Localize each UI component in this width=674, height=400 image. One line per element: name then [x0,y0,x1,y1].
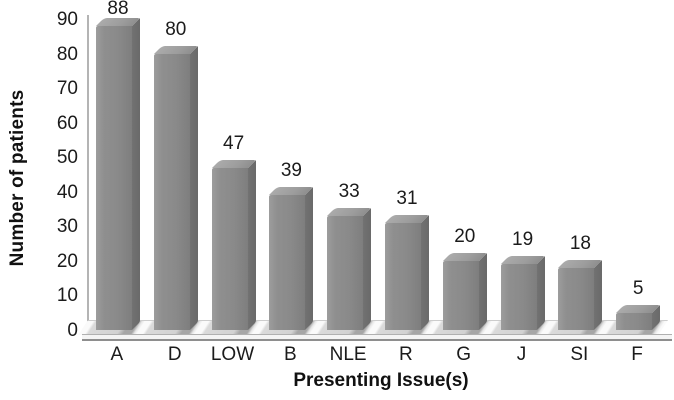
bar-SI [558,260,603,330]
x-category-label: J [516,344,527,365]
y-tick-label: 60 [56,112,78,134]
bar-side-face [421,215,429,330]
bar-value-label: 19 [512,229,534,250]
bar-NLE [327,208,372,330]
y-tick-label: 80 [56,43,78,65]
bar-front-face [442,261,479,330]
bar-front-face [96,26,132,330]
bar-front-face [616,313,653,330]
x-category-label: R [399,344,413,365]
bar-D [153,46,198,330]
bar-value-label: 20 [454,226,476,247]
bar-side-face [536,256,545,330]
x-category-label: B [283,344,297,365]
bar-G [442,253,487,330]
y-tick-label: 10 [56,285,78,307]
y-axis-line [87,15,89,333]
bar-side-face [189,46,198,330]
bar-LOW [211,160,256,330]
bar-B [269,187,314,330]
bar-top-face [500,256,545,264]
bar-A [96,18,140,330]
x-category-label: F [631,344,643,365]
bar-top-face [442,253,487,261]
y-tick-label: 90 [56,9,78,30]
bar-side-face [305,187,314,330]
bar-value-label: 47 [223,133,245,154]
bar-front-face [269,195,306,330]
x-axis-title: Presenting Issue(s) [293,370,469,391]
bar-front-face [558,268,595,330]
bar-value-label: 39 [280,160,302,181]
bar-front-face [211,168,248,330]
bar-side-face [132,18,140,330]
bar-R [385,215,429,330]
bar-front-face [153,54,190,330]
bar-value-label: 31 [396,188,418,209]
x-category-label: NLE [329,344,367,365]
x-category-label: LOW [210,344,255,365]
bar-top-face [211,160,256,168]
bar-value-label: 80 [165,19,187,40]
bar-front-face [327,216,364,330]
chart-floor-front-edge [82,334,672,341]
x-category-label: G [456,344,472,365]
bar-value-label: 5 [632,278,644,299]
bar-top-face [153,46,198,54]
bar-F [616,305,661,330]
bar-front-face [500,264,537,330]
x-category-label: D [167,344,182,365]
bar-value-label: 88 [107,0,129,19]
y-tick-label: 20 [56,250,78,272]
y-tick-label: 0 [67,320,78,341]
bar-J [500,256,545,330]
bar-side-face [363,208,372,330]
bar-side-face [247,160,256,330]
bar-side-face [594,260,603,330]
y-tick-label: 50 [56,147,78,169]
bar-side-face [478,253,487,330]
bar-front-face [385,223,421,330]
y-tick-label: 30 [56,216,78,238]
x-category-label: SI [570,344,589,365]
x-category-label: A [110,344,124,365]
y-axis-title: Number of patients [7,89,28,267]
y-tick-label: 40 [56,181,78,203]
y-tick-label: 70 [56,78,78,100]
bar-value-label: 33 [338,181,360,202]
bar-value-label: 18 [569,233,591,254]
